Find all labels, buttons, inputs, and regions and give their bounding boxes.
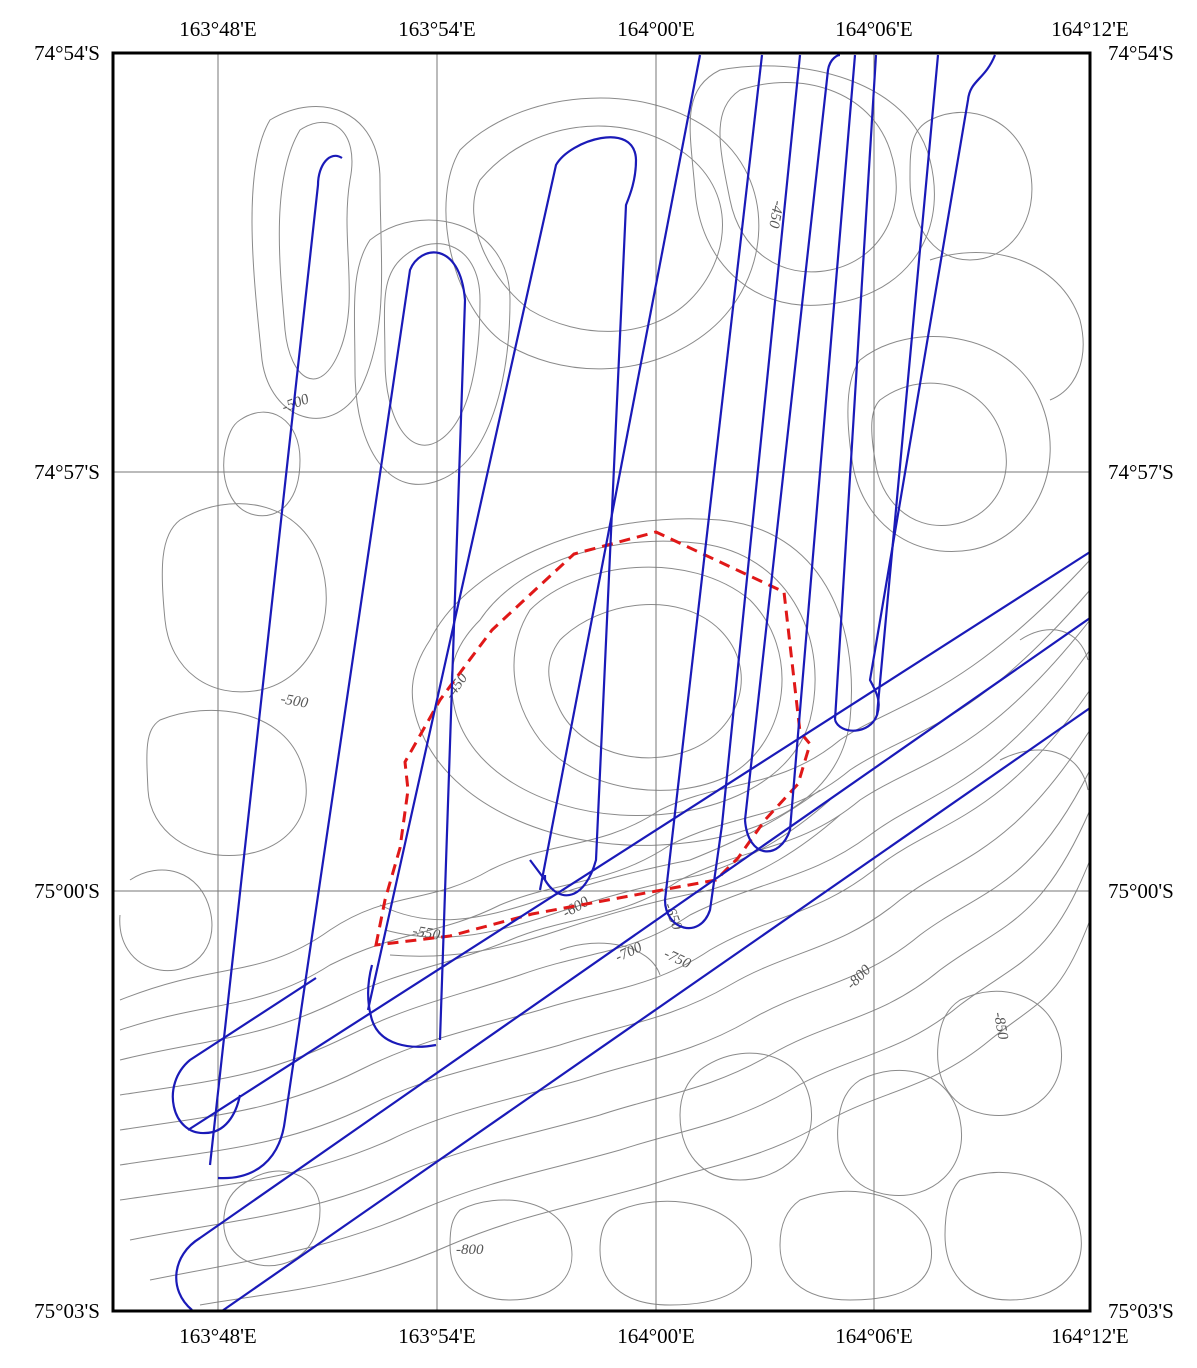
contour-line bbox=[119, 559, 1091, 1001]
lon-tick-top: 164°00'E bbox=[617, 17, 695, 41]
contour-label: -800 bbox=[456, 1242, 484, 1258]
survey-track bbox=[175, 617, 1091, 1311]
lat-tick-right: 74°54'S bbox=[1108, 41, 1174, 65]
lon-tick-top: 163°54'E bbox=[398, 17, 476, 41]
contour-line bbox=[999, 749, 1089, 791]
contour-line bbox=[119, 869, 213, 972]
contour-line bbox=[909, 111, 1033, 261]
map-background bbox=[113, 53, 1090, 1311]
lon-tick-top: 164°12'E bbox=[1051, 17, 1129, 41]
contour-line bbox=[129, 809, 1091, 1241]
lon-tick-bottom: 163°54'E bbox=[398, 1324, 476, 1348]
contour-line bbox=[779, 1190, 932, 1301]
contour-line bbox=[445, 97, 760, 370]
lat-tick-left: 75°03'S bbox=[34, 1299, 100, 1323]
survey-track bbox=[187, 551, 1091, 1131]
lat-tick-right: 75°00'S bbox=[1108, 879, 1174, 903]
contour-line bbox=[473, 125, 723, 332]
contour-line bbox=[937, 990, 1062, 1117]
contour-line bbox=[119, 729, 1091, 1166]
lon-tick-bottom: 164°06'E bbox=[835, 1324, 913, 1348]
contour-line bbox=[119, 619, 1091, 1061]
contour-line bbox=[149, 859, 1091, 1281]
lon-tick-bottom: 164°12'E bbox=[1051, 1324, 1129, 1348]
contour-line bbox=[384, 799, 831, 938]
survey-track bbox=[663, 824, 724, 930]
lon-tick-bottom: 164°00'E bbox=[617, 1324, 695, 1348]
contour-line bbox=[837, 1069, 962, 1197]
survey-track bbox=[221, 707, 1091, 1312]
contour-line bbox=[513, 566, 783, 791]
contour-line bbox=[929, 252, 1084, 401]
contour-line bbox=[251, 106, 383, 419]
survey-track bbox=[868, 54, 997, 716]
contour-line bbox=[119, 689, 1091, 1131]
survey-track bbox=[208, 154, 343, 1166]
survey-tracks bbox=[171, 53, 1091, 1312]
contour-line bbox=[119, 649, 1091, 1096]
map-frame bbox=[111, 51, 1092, 1313]
contour-line bbox=[847, 336, 1051, 552]
contour-line bbox=[599, 1200, 752, 1306]
contour-label: -450 bbox=[765, 199, 786, 229]
lon-tick-top: 163°48'E bbox=[179, 17, 257, 41]
tick-labels: 163°48'E 163°54'E 164°00'E 164°06'E 164°… bbox=[34, 17, 1174, 1348]
lat-tick-left: 74°57'S bbox=[34, 460, 100, 484]
survey-track bbox=[743, 54, 857, 853]
contour-line bbox=[944, 1171, 1082, 1301]
contour-line bbox=[679, 1052, 812, 1181]
contour-line bbox=[119, 589, 1091, 1031]
contour-line bbox=[199, 919, 1091, 1306]
lat-tick-right: 74°57'S bbox=[1108, 460, 1174, 484]
survey-track bbox=[743, 53, 841, 821]
contour-label: -500 bbox=[279, 691, 309, 712]
survey-track bbox=[171, 977, 317, 1135]
contour-line bbox=[548, 604, 742, 759]
survey-track bbox=[720, 54, 802, 826]
lat-tick-left: 75°00'S bbox=[34, 879, 100, 903]
survey-track bbox=[663, 54, 764, 901]
lat-tick-right: 75°03'S bbox=[1108, 1299, 1174, 1323]
survey-track bbox=[833, 54, 878, 721]
contour-line bbox=[1019, 629, 1089, 661]
survey-track bbox=[538, 54, 702, 891]
lon-tick-bottom: 163°48'E bbox=[179, 1324, 257, 1348]
survey-track bbox=[833, 54, 940, 732]
contour-line bbox=[223, 411, 301, 517]
survey-track bbox=[217, 251, 467, 1180]
contour-line bbox=[450, 540, 816, 817]
lon-tick-top: 164°06'E bbox=[835, 17, 913, 41]
survey-track bbox=[366, 136, 638, 1011]
contour-line bbox=[146, 709, 307, 857]
lat-tick-left: 74°54'S bbox=[34, 41, 100, 65]
contour-line bbox=[278, 121, 353, 380]
contour-line bbox=[383, 243, 481, 446]
survey-track bbox=[367, 964, 437, 1048]
contour-line bbox=[449, 1199, 573, 1301]
contour-line bbox=[223, 1170, 321, 1267]
contour-line bbox=[411, 518, 852, 846]
contour-label: -850 bbox=[990, 1011, 1011, 1041]
contour-line bbox=[119, 769, 1091, 1201]
contour-line bbox=[719, 82, 897, 273]
contour-line bbox=[389, 814, 841, 957]
